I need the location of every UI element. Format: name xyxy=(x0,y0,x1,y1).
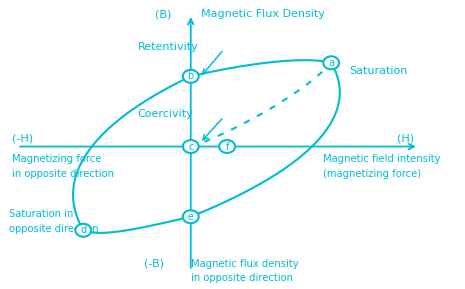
Text: Saturation: Saturation xyxy=(349,66,408,76)
Text: (magnetizing force): (magnetizing force) xyxy=(323,168,421,179)
Text: Magnetic flux density: Magnetic flux density xyxy=(191,259,299,268)
Text: a: a xyxy=(328,58,334,68)
Text: (-H): (-H) xyxy=(12,134,33,143)
Text: Saturation in: Saturation in xyxy=(9,209,73,219)
Text: f: f xyxy=(226,142,229,151)
Text: (B): (B) xyxy=(154,9,171,19)
Circle shape xyxy=(323,56,339,69)
Circle shape xyxy=(219,140,235,153)
Text: Retentivity: Retentivity xyxy=(138,42,199,52)
Text: opposite direction: opposite direction xyxy=(9,224,99,234)
Circle shape xyxy=(183,70,199,83)
Text: in opposite direction: in opposite direction xyxy=(12,168,114,179)
Text: (-B): (-B) xyxy=(144,259,164,268)
Text: Magnetizing force: Magnetizing force xyxy=(12,154,102,164)
Text: e: e xyxy=(188,212,194,222)
Text: in opposite direction: in opposite direction xyxy=(191,273,293,284)
Text: Magnetic Flux Density: Magnetic Flux Density xyxy=(201,9,325,19)
Text: c: c xyxy=(188,142,193,151)
Text: d: d xyxy=(80,225,86,235)
Text: Coercivity: Coercivity xyxy=(138,109,193,119)
Text: (H): (H) xyxy=(397,134,414,143)
Circle shape xyxy=(75,224,91,237)
Circle shape xyxy=(183,210,199,223)
Text: b: b xyxy=(187,71,194,81)
Circle shape xyxy=(183,140,199,153)
Text: Magnetic field intensity: Magnetic field intensity xyxy=(323,154,440,164)
